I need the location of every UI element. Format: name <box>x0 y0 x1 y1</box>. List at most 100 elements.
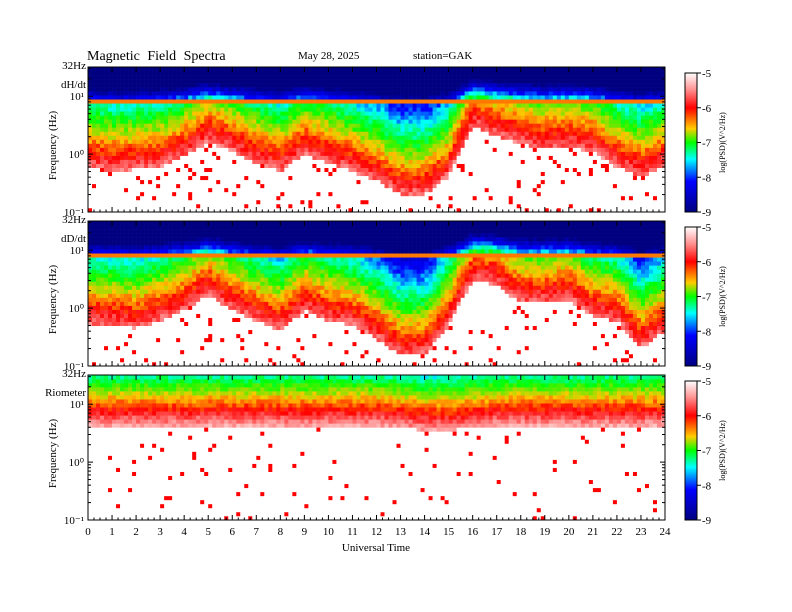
spectrogram-cell <box>156 103 161 108</box>
spectrogram-cell <box>484 187 489 193</box>
spectrogram-cell <box>92 127 97 132</box>
spectrogram-cell <box>340 91 345 96</box>
spectrogram-cell <box>548 131 554 136</box>
spectrogram-cell <box>180 147 185 152</box>
spectrogram-cell <box>372 135 377 140</box>
spectrogram-cell <box>632 179 638 185</box>
spectrogram-cell <box>300 151 305 156</box>
spectrogram-cell <box>92 115 97 120</box>
spectrogram-cell <box>344 103 349 108</box>
spectrogram-cell <box>456 99 461 104</box>
spectrogram-cell <box>344 135 349 140</box>
spectrogram-cell <box>232 67 237 72</box>
spectrogram-cell <box>492 191 498 197</box>
spectrogram-cell <box>280 199 285 205</box>
spectrogram-cell <box>500 99 506 104</box>
spectrogram-cell <box>152 151 157 156</box>
spectrogram-cell <box>408 207 413 212</box>
spectrogram-cell <box>376 143 381 148</box>
spectrogram-cell <box>384 95 389 100</box>
spectrogram-cell <box>104 187 109 193</box>
spectrogram-cell <box>572 187 578 193</box>
spectrogram-cell <box>464 143 469 148</box>
spectrogram-cell <box>468 71 473 76</box>
spectrogram-cell <box>240 155 245 160</box>
spectrogram-cell <box>624 95 630 100</box>
spectrogram-cell <box>516 203 522 209</box>
spectrogram-cell <box>216 99 221 104</box>
spectrogram-cell <box>464 183 469 189</box>
spectrogram-cell <box>108 103 113 108</box>
spectrogram-cell <box>492 123 498 128</box>
spectrogram-cell <box>400 107 405 112</box>
spectrogram-cell <box>548 107 554 112</box>
spectrogram-cell <box>520 159 526 164</box>
spectrogram-cell <box>240 183 245 189</box>
spectrogram-cell <box>140 127 145 132</box>
spectrogram-cell <box>516 75 522 80</box>
spectrogram-cell <box>292 127 297 132</box>
spectrogram-cell <box>624 163 630 168</box>
spectrogram-cell <box>176 67 181 72</box>
spectrogram-cell <box>184 75 189 80</box>
spectrogram-cell <box>264 71 269 76</box>
spectrogram-cell <box>508 111 514 116</box>
spectrogram-cell <box>100 171 105 177</box>
spectrogram-cell <box>632 115 638 120</box>
spectrogram-cell <box>140 147 145 152</box>
spectrogram-cell <box>600 91 606 96</box>
spectrogram-cell <box>364 203 369 209</box>
spectrogram-cell <box>224 155 229 160</box>
spectrogram-cell <box>396 87 401 92</box>
spectrogram-cell <box>384 115 389 120</box>
spectrogram-cell <box>484 115 489 120</box>
spectrogram-cell <box>356 87 361 92</box>
spectrogram-cell <box>92 179 97 185</box>
spectrogram-cell <box>236 119 241 124</box>
spectrogram-cell <box>260 195 265 201</box>
spectrogram-cell <box>576 67 582 72</box>
spectrogram-cell <box>172 87 177 92</box>
spectrogram-cell <box>196 67 201 72</box>
spectrogram-cell <box>588 187 594 193</box>
spectrogram-cell <box>576 155 582 160</box>
spectrogram-cell <box>484 91 489 96</box>
spectrogram-cell <box>564 199 570 205</box>
spectrogram-cell <box>292 151 297 156</box>
spectrogram-cell <box>564 127 570 132</box>
spectrogram-cell <box>588 79 594 84</box>
spectrogram-cell <box>128 87 133 92</box>
spectrogram-cell <box>508 171 514 177</box>
spectrogram-cell <box>252 199 257 205</box>
spectrogram-cell <box>632 91 638 96</box>
spectrogram-cell <box>304 115 309 120</box>
spectrogram-cell <box>584 111 590 116</box>
spectrogram-cell <box>344 167 349 173</box>
spectrogram-cell <box>560 167 566 173</box>
spectrogram-cell <box>300 183 305 189</box>
spectrogram-cell <box>476 95 481 100</box>
spectrogram-cell <box>592 151 598 156</box>
spectrogram-cell <box>144 131 149 136</box>
spectrogram-cell <box>140 67 145 72</box>
spectrogram-cell <box>484 75 489 80</box>
spectrogram-cell <box>504 163 510 168</box>
spectrogram-cell <box>344 179 349 185</box>
spectrogram-cell <box>588 171 594 177</box>
spectrogram-cell <box>116 107 121 112</box>
spectrogram-cell <box>404 135 409 140</box>
spectrogram-cell <box>152 147 157 152</box>
spectrogram-cell <box>180 207 185 212</box>
spectrogram-cell <box>524 71 530 76</box>
spectrogram-cell <box>188 75 193 80</box>
spectrogram-cell <box>376 95 381 100</box>
spectrogram-cell <box>280 187 285 193</box>
spectrogram-cell <box>560 79 566 84</box>
spectrogram-cell <box>200 163 205 168</box>
spectrogram-cell <box>616 203 622 209</box>
spectrogram-cell <box>416 111 421 116</box>
spectrogram-cell <box>144 163 149 168</box>
spectrogram-cell <box>448 159 453 164</box>
spectrogram-cell <box>392 83 397 88</box>
spectrogram-cell <box>340 183 345 189</box>
